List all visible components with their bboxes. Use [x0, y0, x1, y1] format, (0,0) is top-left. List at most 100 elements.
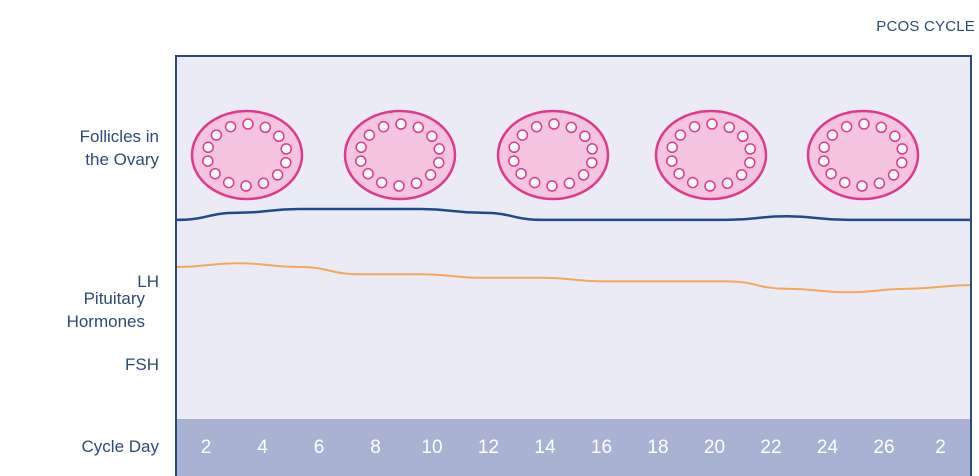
follicle [889, 130, 901, 143]
follicle [563, 177, 576, 190]
fsh-label: FSH [125, 355, 159, 374]
diagram-title: PCOS CYCLE [876, 18, 975, 35]
follicle [280, 143, 292, 155]
pituitary-label-line1: Pituitary [83, 289, 145, 308]
follicle [280, 156, 292, 169]
follicle [875, 121, 888, 134]
follicle [896, 156, 908, 169]
follicle [673, 167, 685, 180]
cycle-day-tick: 6 [313, 437, 325, 458]
follicle [395, 118, 407, 130]
cycle-day-tick: 4 [257, 437, 268, 458]
cycle-day-tick: 24 [816, 437, 839, 458]
follicle [222, 176, 235, 189]
lh-line [177, 207, 970, 222]
fsh-line [177, 262, 970, 294]
follicle [508, 141, 520, 154]
follicle [508, 155, 520, 167]
follicle [826, 129, 839, 141]
follicle [706, 118, 718, 130]
follicle [735, 169, 748, 181]
follicle [393, 180, 405, 192]
follicle [202, 155, 214, 167]
follicle [744, 156, 756, 169]
follicle [721, 177, 734, 190]
cycle-day-tick: 18 [647, 437, 669, 458]
follicle [240, 180, 252, 192]
follicle [723, 121, 736, 134]
follicle [224, 120, 237, 133]
follicle [704, 180, 716, 192]
follicles-label: Follicles in the Ovary [80, 126, 159, 172]
follicle [257, 177, 270, 190]
follicle [686, 176, 699, 189]
follicle [202, 141, 214, 154]
cycle-day-strip: 2 4 6 8 10 12 14 16 18 20 22 24 26 2 [177, 419, 970, 476]
follicle [516, 129, 529, 141]
cycle-day-tick: 2 [200, 437, 212, 458]
cycle-day-tick: 16 [590, 437, 613, 458]
ovary [806, 109, 920, 201]
follicle [242, 118, 254, 130]
follicle [858, 118, 870, 130]
follicle [426, 130, 438, 143]
cycle-day-tick: 2 [935, 437, 946, 458]
plot-svg [177, 109, 970, 294]
follicle [377, 120, 390, 133]
follicle [259, 121, 272, 134]
follicle [424, 169, 437, 181]
follicle [887, 169, 900, 181]
cycle-day-tick: 22 [760, 437, 782, 458]
follicle [577, 169, 590, 181]
follicle [273, 130, 285, 143]
pituitary-hormones-label: Pituitary Hormones [67, 288, 145, 334]
ovary [496, 109, 610, 201]
follicle [355, 141, 367, 154]
follicle [873, 177, 886, 190]
follicle [548, 118, 560, 130]
follicle [433, 143, 445, 155]
follicle [688, 120, 701, 133]
follicle [515, 167, 527, 180]
cycle-day-tick: 12 [477, 437, 500, 458]
follicle [410, 177, 423, 190]
follicle [375, 176, 388, 189]
follicle [825, 167, 837, 180]
follicle [530, 120, 543, 133]
follicle [744, 143, 756, 155]
follicle [565, 121, 578, 134]
ovary [190, 109, 304, 201]
follicle [433, 156, 445, 169]
plot-area: 2 4 6 8 10 12 14 16 18 20 22 24 26 2 [175, 55, 972, 476]
follicle [579, 130, 591, 143]
pituitary-label-line2: Hormones [66, 311, 145, 331]
follicle [674, 129, 687, 141]
follicle [818, 155, 830, 167]
follicles-label-line1: Follicles in [79, 127, 159, 146]
follicle [586, 156, 598, 169]
cycle-day-tick: 10 [421, 437, 443, 458]
hormone-lines [177, 207, 970, 294]
ovary [343, 109, 457, 201]
cycle-day-label: Cycle Day [81, 437, 159, 456]
follicle [362, 167, 374, 180]
cycle-day-tick: 26 [873, 437, 895, 458]
ovaries-group [190, 109, 920, 201]
follicle [856, 180, 868, 192]
follicle [896, 143, 908, 155]
follicle [737, 130, 749, 143]
follicles-label-line2: the Ovary [85, 149, 159, 169]
ovary [654, 109, 768, 201]
follicle [818, 141, 830, 154]
follicle [271, 169, 284, 181]
follicle [838, 176, 851, 189]
lh-label: LH [137, 272, 159, 291]
follicle [355, 155, 367, 167]
follicle [840, 120, 853, 133]
follicle [528, 176, 541, 189]
follicle [546, 180, 558, 192]
cycle-day-tick: 8 [370, 437, 381, 458]
cycle-day-tick: 20 [703, 437, 726, 458]
follicle [209, 167, 221, 180]
cycle-day-tick: 14 [534, 437, 556, 458]
